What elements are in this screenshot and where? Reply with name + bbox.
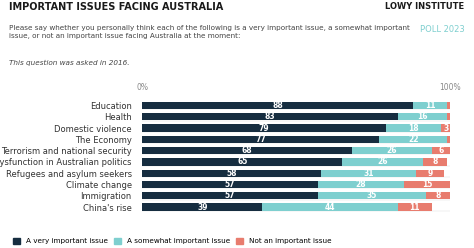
Text: 8: 8 xyxy=(435,191,441,200)
Bar xyxy=(342,158,422,166)
Text: 83: 83 xyxy=(265,112,275,121)
Text: 22: 22 xyxy=(408,135,419,144)
Bar xyxy=(142,124,385,132)
Bar xyxy=(447,136,450,143)
Bar xyxy=(422,158,447,166)
Bar xyxy=(385,124,441,132)
Bar xyxy=(447,102,450,109)
Bar xyxy=(142,102,413,109)
Bar xyxy=(426,192,450,199)
Text: 68: 68 xyxy=(242,146,252,155)
Text: 6: 6 xyxy=(438,146,444,155)
Bar xyxy=(318,192,426,199)
Text: 3: 3 xyxy=(443,124,448,132)
Text: 11: 11 xyxy=(410,203,420,212)
Bar xyxy=(142,136,379,143)
Bar xyxy=(262,203,398,211)
Bar xyxy=(398,113,447,120)
Bar xyxy=(142,147,352,154)
Text: 18: 18 xyxy=(408,124,419,132)
Bar xyxy=(441,124,450,132)
Bar xyxy=(321,170,416,177)
Bar xyxy=(142,203,262,211)
Bar xyxy=(142,170,321,177)
Text: 35: 35 xyxy=(366,191,377,200)
Bar xyxy=(142,113,398,120)
Bar xyxy=(142,181,318,188)
Text: 58: 58 xyxy=(226,169,237,178)
Bar xyxy=(432,147,450,154)
Text: 11: 11 xyxy=(425,101,436,110)
Text: This question was asked in 2016.: This question was asked in 2016. xyxy=(9,60,130,66)
Text: 39: 39 xyxy=(197,203,208,212)
Text: 8: 8 xyxy=(432,157,438,166)
Text: LOWY INSTITUTE: LOWY INSTITUTE xyxy=(385,2,465,11)
Text: 15: 15 xyxy=(422,180,432,189)
Text: 65: 65 xyxy=(237,157,247,166)
Bar xyxy=(404,181,450,188)
Text: 28: 28 xyxy=(356,180,366,189)
Text: 26: 26 xyxy=(377,157,388,166)
Bar xyxy=(416,170,444,177)
Text: IMPORTANT ISSUES FACING AUSTRALIA: IMPORTANT ISSUES FACING AUSTRALIA xyxy=(9,2,224,12)
Text: 44: 44 xyxy=(325,203,336,212)
Text: 31: 31 xyxy=(364,169,374,178)
Text: Please say whether you personally think each of the following is a very importan: Please say whether you personally think … xyxy=(9,25,410,39)
Text: 9: 9 xyxy=(428,169,433,178)
Bar xyxy=(413,102,447,109)
Text: 16: 16 xyxy=(417,112,428,121)
Text: 57: 57 xyxy=(225,180,235,189)
Text: 88: 88 xyxy=(273,101,283,110)
Text: POLL 2023: POLL 2023 xyxy=(420,25,465,34)
Bar xyxy=(398,203,432,211)
Legend: A very important issue, A somewhat important issue, Not an important issue: A very important issue, A somewhat impor… xyxy=(13,238,331,244)
Bar xyxy=(447,113,450,120)
Bar xyxy=(142,158,342,166)
Bar xyxy=(379,136,447,143)
Text: 26: 26 xyxy=(386,146,397,155)
Text: 77: 77 xyxy=(255,135,266,144)
Bar xyxy=(142,192,318,199)
Text: 57: 57 xyxy=(225,191,235,200)
Text: 79: 79 xyxy=(259,124,269,132)
Bar xyxy=(352,147,432,154)
Bar xyxy=(318,181,404,188)
